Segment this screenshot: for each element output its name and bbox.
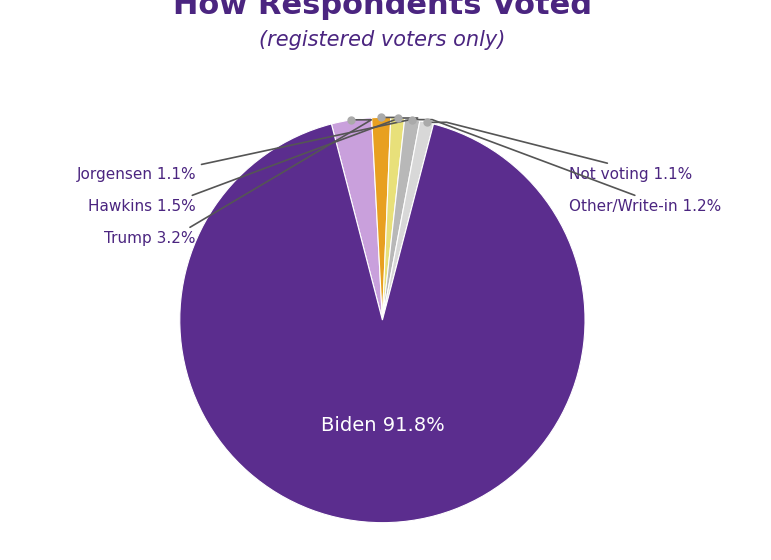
Wedge shape	[382, 119, 420, 320]
Text: Other/Write-in 1.2%: Other/Write-in 1.2%	[415, 120, 721, 214]
Text: Trump 3.2%: Trump 3.2%	[105, 120, 372, 246]
Wedge shape	[332, 118, 382, 320]
Text: Not voting 1.1%: Not voting 1.1%	[429, 122, 692, 181]
Text: How Respondents Voted: How Respondents Voted	[173, 0, 592, 21]
Text: Biden 91.8%: Biden 91.8%	[321, 416, 445, 435]
Text: (registered voters only): (registered voters only)	[259, 30, 506, 50]
Wedge shape	[372, 118, 391, 320]
Text: Hawkins 1.5%: Hawkins 1.5%	[88, 118, 401, 214]
Wedge shape	[180, 124, 585, 522]
Wedge shape	[382, 121, 433, 320]
Wedge shape	[382, 118, 405, 320]
Text: Jorgensen 1.1%: Jorgensen 1.1%	[76, 118, 418, 181]
